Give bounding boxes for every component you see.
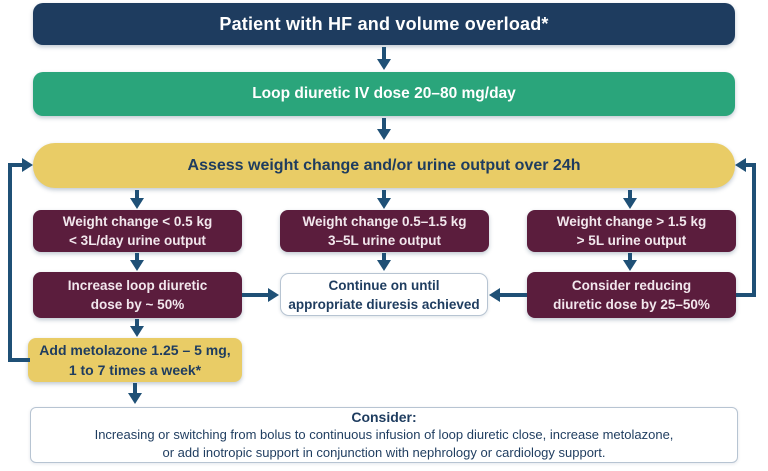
- increase-dose-line2: dose by ~ 50%: [90, 297, 185, 312]
- increase-dose-line1: Increase loop diuretic: [67, 278, 208, 293]
- weight-change-mid-box: Weight change 0.5–1.5 kg 3–5L urine outp…: [280, 210, 489, 252]
- increase-dose-box: Increase loop diuretic dose by ~ 50%: [33, 272, 242, 318]
- continue-line1: Continue on until: [328, 277, 440, 293]
- reduce-dose-line2: diuretic dose by 25–50%: [553, 297, 710, 312]
- reduce-dose-box: Consider reducing diuretic dose by 25–50…: [527, 272, 736, 318]
- weight-mid-line1: Weight change 0.5–1.5 kg: [302, 214, 467, 229]
- consider-box: Consider: Increasing or switching from b…: [30, 407, 738, 463]
- assess-label: Assess weight change and/or urine output…: [187, 156, 581, 174]
- consider-heading: Consider:: [351, 409, 417, 425]
- metolazone-line2: 1 to 7 times a week*: [68, 362, 202, 378]
- metolazone-line1: Add metolazone 1.25 – 5 mg,: [39, 342, 231, 358]
- consider-line1: Increasing or switching from bolus to co…: [94, 427, 674, 442]
- continue-diuresis-box: Continue on until appropriate diuresis a…: [280, 273, 488, 316]
- patient-hf-label: Patient with HF and volume overload*: [219, 13, 549, 34]
- weight-mid-line2: 3–5L urine output: [327, 233, 441, 248]
- loop-diuretic-box: Loop diuretic IV dose 20–80 mg/day: [33, 72, 735, 116]
- weight-change-high-box: Weight change > 1.5 kg > 5L urine output: [527, 210, 736, 252]
- loop-diuretic-label: Loop diuretic IV dose 20–80 mg/day: [252, 85, 516, 102]
- weight-high-line2: > 5L urine output: [576, 233, 687, 248]
- continue-line2: appropriate diuresis achieved: [288, 296, 480, 312]
- consider-line2: or add inotropic support in conjunction …: [162, 445, 606, 460]
- patient-hf-box: Patient with HF and volume overload*: [33, 3, 735, 45]
- weight-low-line2: < 3L/day urine output: [69, 233, 206, 248]
- reduce-dose-line1: Consider reducing: [571, 278, 692, 293]
- assess-box: Assess weight change and/or urine output…: [33, 143, 735, 188]
- weight-low-line1: Weight change < 0.5 kg: [62, 214, 213, 229]
- weight-change-low-box: Weight change < 0.5 kg < 3L/day urine ou…: [33, 210, 242, 252]
- metolazone-box: Add metolazone 1.25 – 5 mg, 1 to 7 times…: [28, 338, 242, 382]
- weight-high-line1: Weight change > 1.5 kg: [556, 214, 707, 229]
